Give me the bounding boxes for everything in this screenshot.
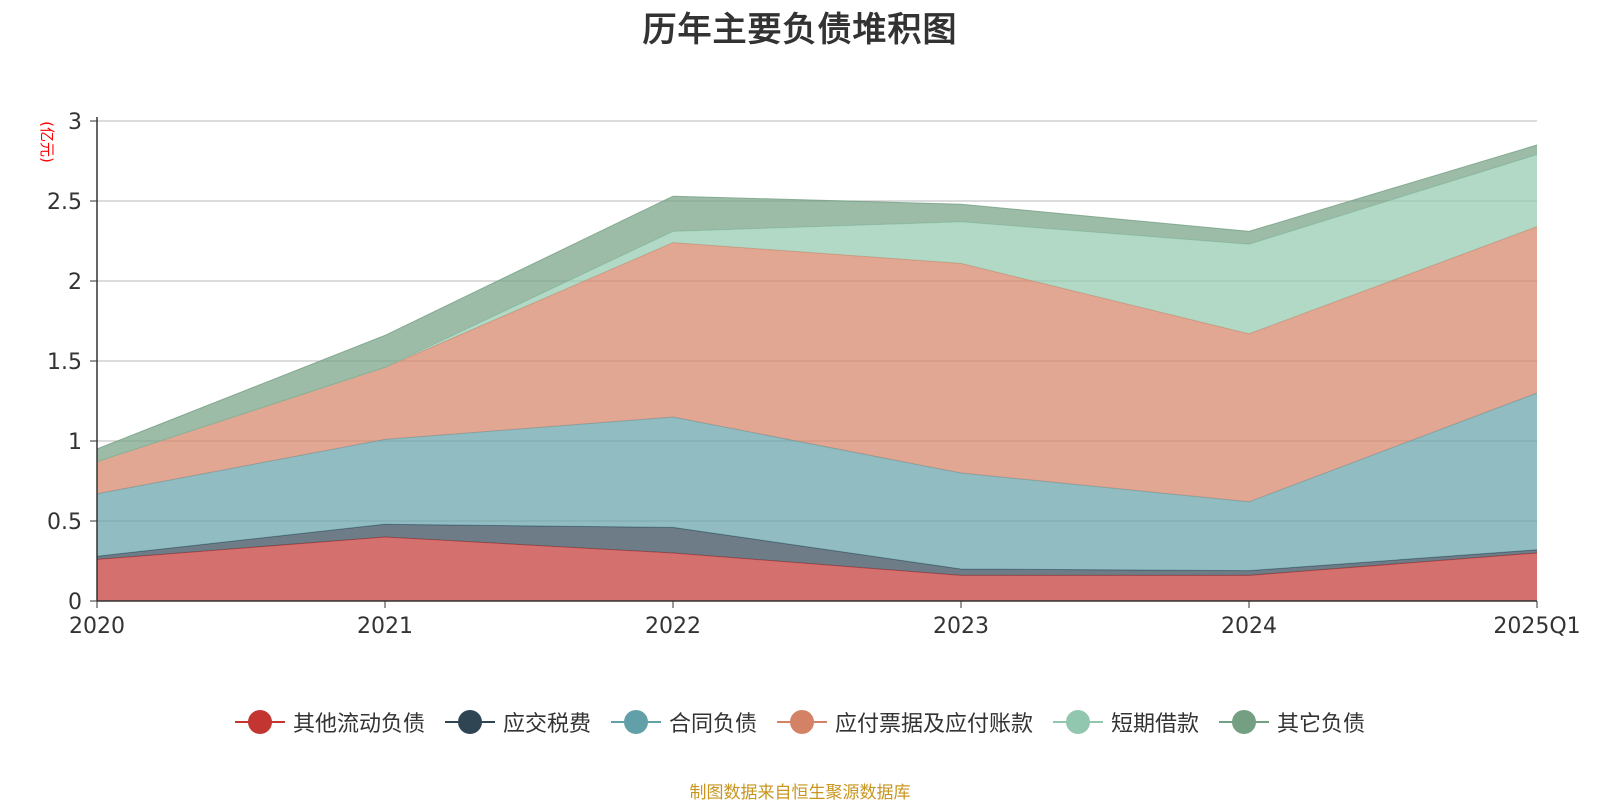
legend-label: 其他流动负债 <box>292 712 425 737</box>
legend-item-3[interactable]: 合同负债 <box>610 706 757 738</box>
legend-label: 短期借款 <box>1111 712 1200 737</box>
area-series-edge-6 <box>96 144 1538 450</box>
data-source-note: 制图数据来自恒生聚源数据库 <box>689 783 911 803</box>
y-axis-unit-label: (亿元) <box>38 121 56 163</box>
legend-label: 合同负债 <box>668 712 757 737</box>
legend-marker-icon <box>234 709 285 735</box>
axis-layer: 0 0.5 1 1.5 2 2.5 3 2020 2021 2022 2023 2024 2025Q1 <box>47 110 1581 639</box>
x-tick-label: 2021 <box>357 614 413 639</box>
legend-item-6[interactable]: 其它负债 <box>1219 706 1365 738</box>
legend-marker-icon <box>1219 709 1270 735</box>
x-tick-label: 2022 <box>645 614 701 639</box>
chart-legend: 其他流动负债 应交税费 合同负债 应付票据及应付账款 短期借款 其它负债 <box>0 706 1600 738</box>
y-tick-label: 1 <box>68 430 82 455</box>
legend-item-4[interactable]: 应付票据及应付账款 <box>777 706 1033 738</box>
legend-item-1[interactable]: 其他流动负债 <box>234 706 425 738</box>
area-layer <box>96 144 1538 601</box>
y-tick-label: 0 <box>68 590 82 615</box>
area-series-6[interactable] <box>97 145 1537 462</box>
legend-marker-icon <box>610 709 661 735</box>
legend-marker-icon <box>444 709 495 735</box>
y-tick-label: 1.5 <box>47 350 82 375</box>
y-tick-label: 2.5 <box>47 190 82 215</box>
legend-item-5[interactable]: 短期借款 <box>1053 706 1199 738</box>
area-series-4[interactable] <box>97 226 1537 502</box>
x-tick-label: 2020 <box>69 614 125 639</box>
legend-marker-icon <box>1053 709 1104 735</box>
area-series-3[interactable] <box>97 393 1537 571</box>
x-tick-label: 2023 <box>933 614 989 639</box>
chart-title: 历年主要负债堆积图 <box>642 10 958 50</box>
legend-marker-icon <box>777 709 827 735</box>
legend-label: 其它负债 <box>1277 712 1366 737</box>
y-tick-label: 0.5 <box>47 510 82 535</box>
legend-item-2[interactable]: 应交税费 <box>444 706 591 738</box>
area-series-1[interactable] <box>97 537 1537 601</box>
legend-label: 应交税费 <box>502 712 591 737</box>
y-tick-label: 2 <box>68 270 82 295</box>
y-tick-label: 3 <box>68 110 82 135</box>
area-series-2[interactable] <box>97 524 1537 576</box>
x-tick-label: 2025Q1 <box>1493 614 1580 639</box>
x-tick-label: 2024 <box>1221 614 1277 639</box>
legend-label: 应付票据及应付账款 <box>835 712 1034 737</box>
area-series-5[interactable] <box>97 154 1537 462</box>
